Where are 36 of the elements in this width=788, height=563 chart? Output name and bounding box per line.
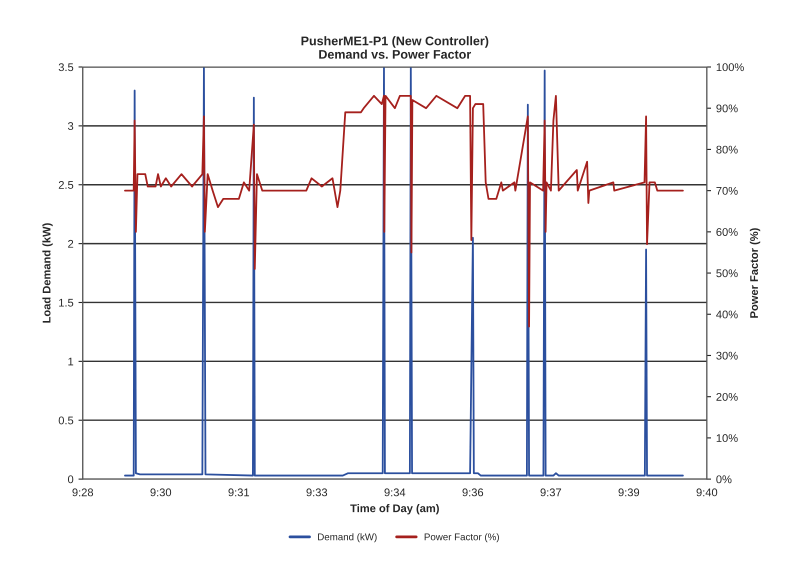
y-tick-label: 3.5 xyxy=(58,63,74,72)
x-tick-label: 9:31 xyxy=(228,488,250,496)
y2-tick-label: 90% xyxy=(716,104,738,112)
y2-axis-title: Power Factor (%) xyxy=(750,228,760,318)
chart-title: PusherME1-P1 (New Controller) Demand vs. Power Factor xyxy=(302,36,488,59)
x-tick-label: 9:30 xyxy=(150,488,172,496)
x-tick-label: 9:40 xyxy=(696,488,718,496)
x-tick-label: 9:37 xyxy=(540,488,562,496)
y2-tick-label: 80% xyxy=(716,146,738,154)
y2-tick-label: 50% xyxy=(716,269,738,278)
x-tick-label: 9:33 xyxy=(306,488,328,496)
x-tick-label: 9:36 xyxy=(462,488,484,496)
y-tick-label: 1.5 xyxy=(59,298,74,307)
y-axis-title: Load Demand (kW) xyxy=(42,223,53,323)
legend-label: Power Factor (%) xyxy=(424,533,499,542)
y-tick-label: 2.5 xyxy=(58,181,74,189)
y2-tick-label: 60% xyxy=(716,228,738,236)
y-tick-label: 2 xyxy=(68,240,74,248)
y2-tick-label: 10% xyxy=(716,434,738,442)
y2-tick-label: 30% xyxy=(716,352,738,360)
x-tick-label: 9:28 xyxy=(72,488,94,496)
y-tick-label: 1 xyxy=(68,358,74,366)
y2-tick-label: 0% xyxy=(716,475,732,484)
x-tick-label: 9:39 xyxy=(618,488,640,496)
y2-tick-label: 20% xyxy=(716,392,738,401)
y2-tick-label: 70% xyxy=(716,186,738,195)
x-tick-label: 9:34 xyxy=(384,488,406,496)
x-axis-title: Time of Day (am) xyxy=(350,504,439,514)
y-tick-label: 3 xyxy=(68,122,74,130)
y-tick-label: 0 xyxy=(68,475,74,484)
line-series xyxy=(124,94,684,328)
legend-label: Demand (kW) xyxy=(318,533,377,542)
y-tick-label: 0.5 xyxy=(58,416,74,424)
y2-tick-label: 100% xyxy=(716,63,744,72)
y2-tick-label: 40% xyxy=(716,310,738,318)
line-series xyxy=(124,66,684,476)
